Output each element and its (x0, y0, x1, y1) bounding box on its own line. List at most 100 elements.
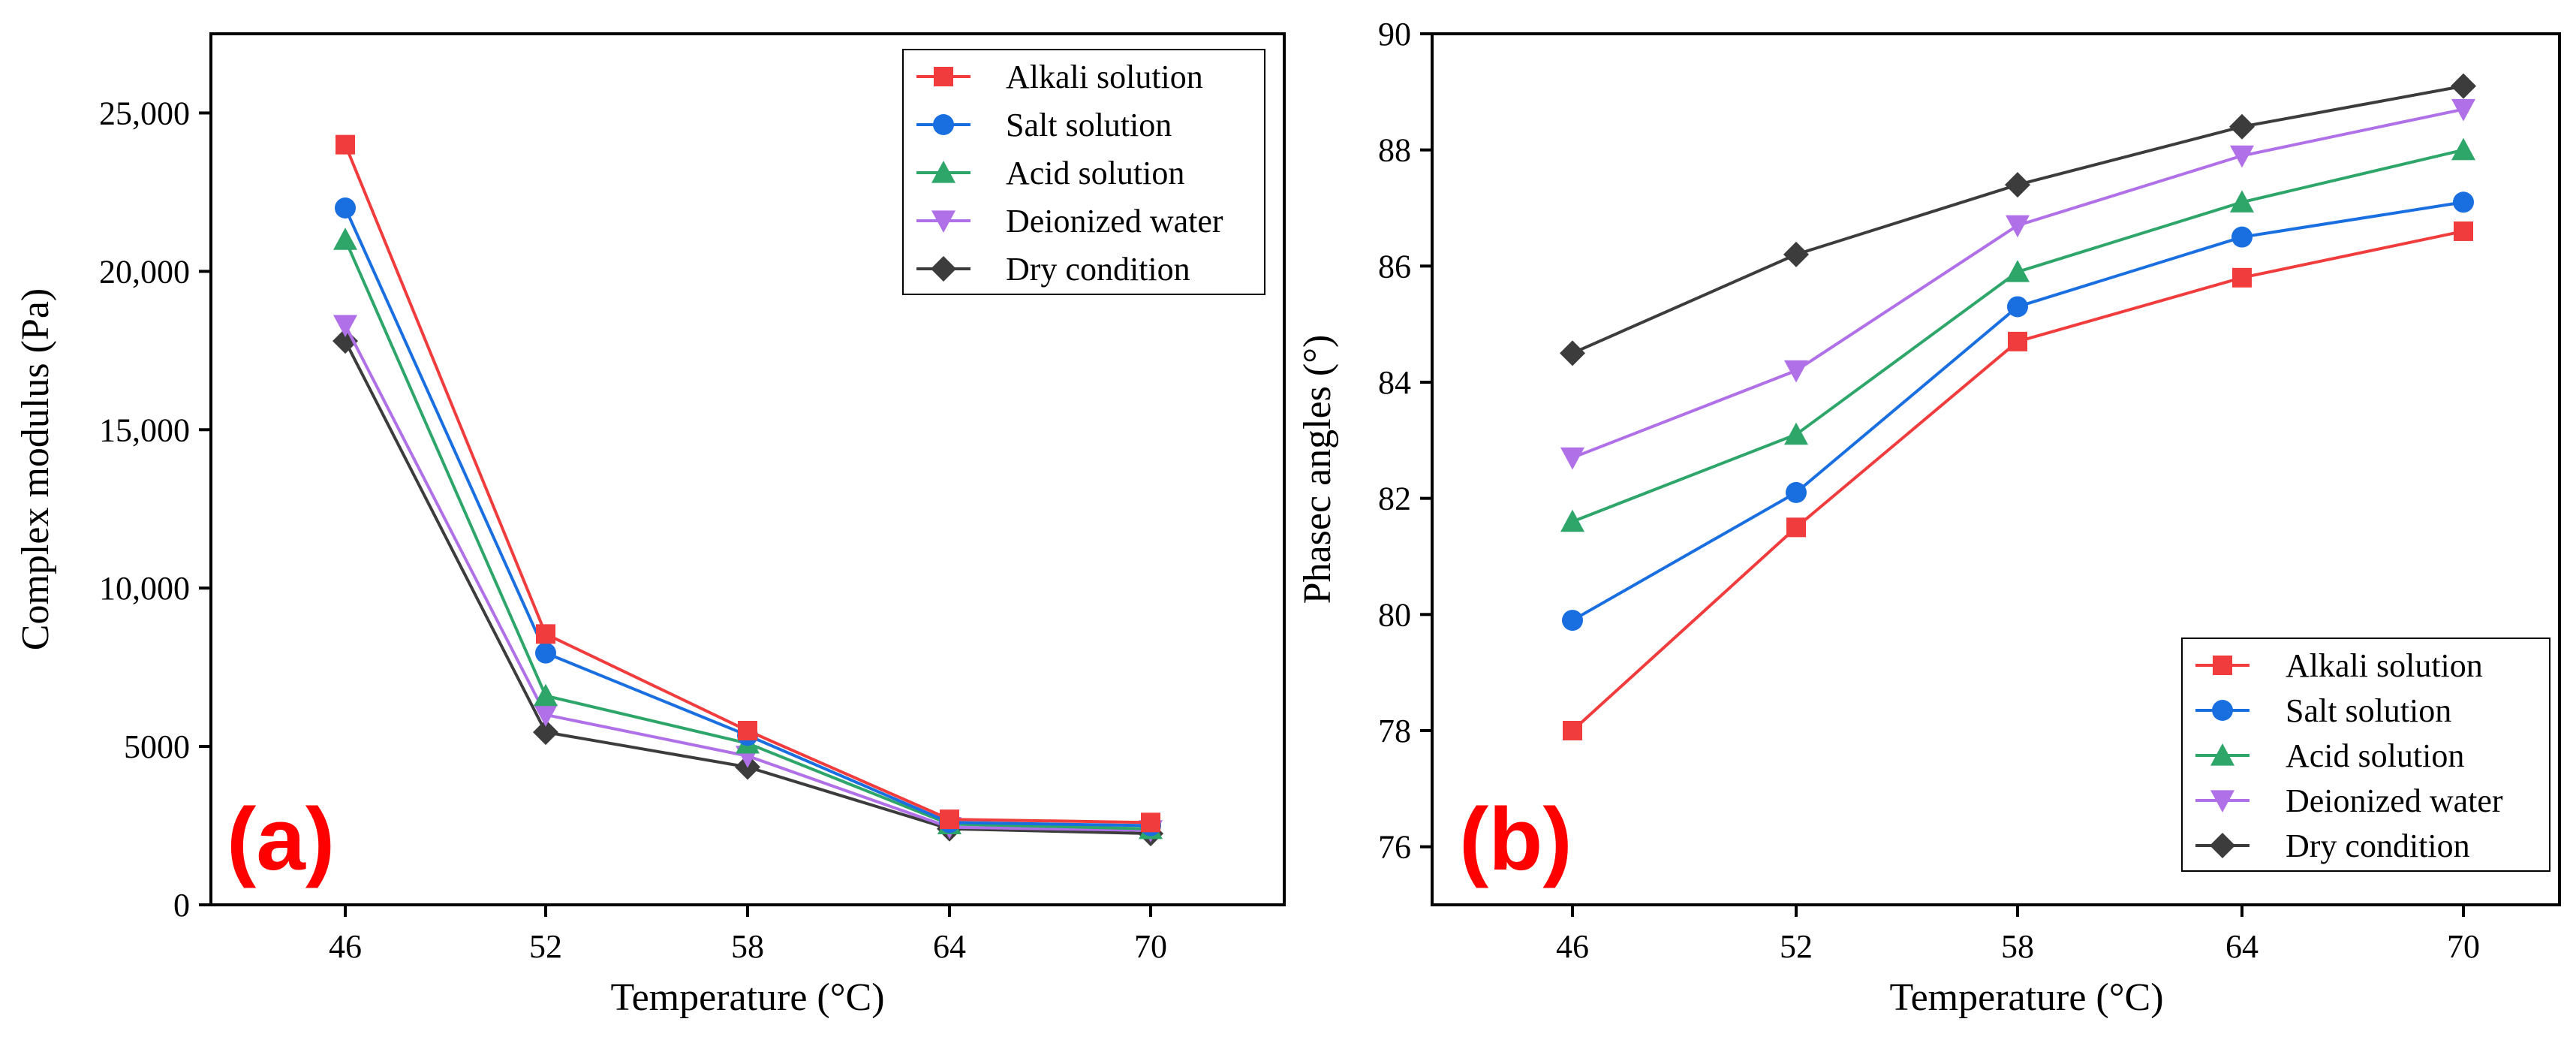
x-tick-label: 70 (1134, 928, 1167, 965)
x-tick-label: 64 (2225, 928, 2259, 965)
data-point (1562, 610, 1583, 632)
y-axis-ticks: 0 5000 10,000 15,000 20,000 25,000 (99, 95, 211, 924)
data-point (1141, 812, 1160, 833)
legend-item: Salt solution (916, 107, 1172, 143)
data-point (1784, 422, 1808, 445)
series-salt-solution (1562, 191, 2474, 632)
data-point (2231, 226, 2252, 248)
legend-label: Dry condition (2286, 827, 2470, 864)
data-point (2008, 331, 2027, 351)
legend-marker (931, 161, 955, 183)
chart-panel-b: 76 78 80 82 84 86 88 90 46 52 58 64 70 Alkali solut… (1296, 16, 2561, 1019)
series-alkali-solution (1563, 221, 2473, 740)
legend-item: Alkali solution (2195, 647, 2483, 684)
legend-label: Deionized water (1006, 203, 1223, 240)
data-point (2229, 113, 2255, 140)
legend-marker (2210, 743, 2234, 766)
data-point (1563, 721, 1582, 740)
data-point (1784, 360, 1808, 383)
y-axis-title: Complex modulus (Pa) (14, 288, 57, 650)
series-acid-solution (1560, 137, 2475, 532)
y-tick-label: 90 (1378, 16, 1411, 53)
data-point (2006, 215, 2030, 238)
data-point (533, 719, 558, 746)
x-axis-ticks: 46 52 58 64 70 (1556, 905, 2480, 965)
legend-label: Acid solution (1006, 155, 1184, 191)
legend-label: Alkali solution (2286, 647, 2483, 684)
data-point (336, 134, 355, 155)
x-axis-ticks: 46 52 58 64 70 (329, 905, 1167, 965)
data-point (1560, 509, 1584, 532)
legend-marker (934, 67, 953, 86)
data-point (335, 197, 356, 219)
x-axis-title: Temperature (°C) (1889, 976, 2163, 1019)
data-point (2006, 260, 2030, 282)
legend-label: Salt solution (1006, 107, 1172, 143)
legend-item: Acid solution (916, 155, 1184, 191)
data-point (738, 721, 757, 740)
legend: Alkali solution Salt solution Acid solutio… (902, 49, 1265, 295)
legend-marker (933, 114, 954, 135)
data-point (2232, 267, 2252, 288)
legend-marker (2210, 833, 2235, 858)
y-tick-label: 5000 (124, 728, 190, 765)
y-axis-ticks: 76 78 80 82 84 86 88 90 (1378, 16, 1432, 866)
x-tick-label: 58 (2001, 928, 2034, 965)
legend-label: Salt solution (2286, 692, 2451, 729)
legend-marker (2212, 700, 2233, 721)
data-point (1783, 241, 1809, 267)
data-point (2230, 190, 2254, 213)
x-tick-label: 58 (731, 928, 764, 965)
data-point (2230, 145, 2254, 168)
legend-item: Alkali solution (916, 59, 1203, 95)
data-point (2451, 73, 2476, 99)
y-tick-label: 78 (1378, 713, 1411, 749)
plot-frame (1431, 32, 2561, 906)
data-point (1560, 447, 1584, 470)
x-tick-label: 46 (1556, 928, 1589, 965)
series-alkali-solution (336, 134, 1160, 833)
data-point (1786, 481, 1807, 503)
y-tick-label: 20,000 (99, 253, 190, 290)
series-deionized-water (333, 315, 1163, 843)
series-line (1572, 107, 2464, 460)
data-point (333, 315, 357, 338)
data-point (1560, 340, 1585, 366)
data-point (2005, 172, 2030, 198)
legend-label: Deionized water (2286, 782, 2503, 819)
data-point (2451, 98, 2475, 122)
y-tick-label: 84 (1378, 364, 1411, 401)
legend-label: Acid solution (2286, 737, 2464, 774)
y-tick-label: 76 (1378, 829, 1411, 866)
y-tick-label: 86 (1378, 248, 1411, 285)
legend-item: Deionized water (916, 203, 1223, 240)
legend-marker (931, 210, 955, 233)
legend-marker (2210, 790, 2234, 812)
x-tick-label: 46 (329, 928, 362, 965)
legend-label: Dry condition (1006, 251, 1190, 288)
y-tick-label: 15,000 (99, 411, 190, 448)
y-tick-label: 10,000 (99, 570, 190, 607)
legend-item: Acid solution (2195, 737, 2464, 774)
data-point (536, 624, 555, 644)
x-tick-label: 70 (2447, 928, 2480, 965)
legend-item: Dry condition (2195, 827, 2470, 864)
data-point (333, 228, 357, 250)
legend: Alkali solution Salt solution Acid solutio… (2181, 638, 2550, 872)
data-point (534, 683, 558, 707)
x-tick-label: 52 (529, 928, 562, 965)
y-tick-label: 25,000 (99, 95, 190, 131)
x-tick-label: 64 (933, 928, 966, 965)
data-point (534, 704, 558, 727)
legend-label: Alkali solution (1006, 59, 1203, 95)
legend-marker (2213, 656, 2232, 675)
y-tick-label: 80 (1378, 596, 1411, 633)
series-acid-solution (333, 228, 1163, 840)
data-point (2007, 296, 2028, 318)
y-axis-title: Phasec angles (°) (1296, 335, 1339, 604)
data-point (1786, 517, 1806, 538)
series-dry-condition (1560, 73, 2476, 366)
data-point (2453, 191, 2474, 213)
data-point (2451, 137, 2475, 161)
